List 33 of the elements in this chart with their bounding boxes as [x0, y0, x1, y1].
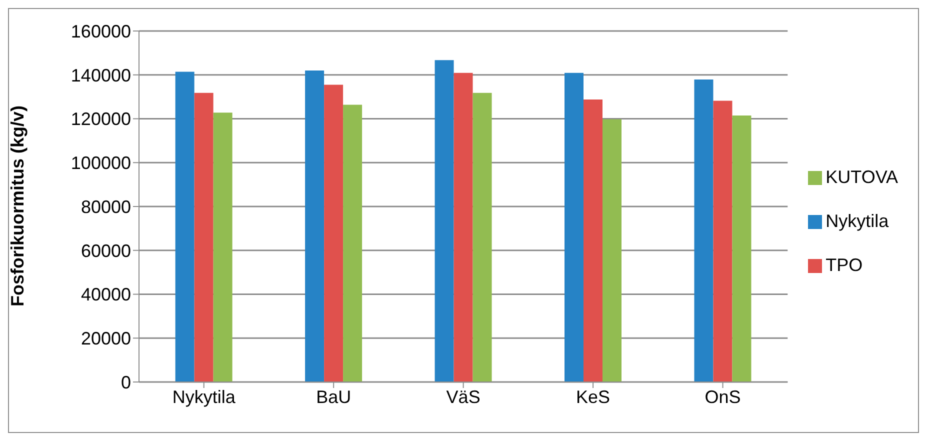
y-tick-label: 20000 — [80, 328, 131, 349]
y-tick-label: 80000 — [80, 196, 131, 217]
legend-label: TPO — [826, 254, 863, 274]
x-tick-label: OnS — [704, 386, 741, 407]
x-tick-label: VäS — [446, 386, 480, 407]
x-tick-label: KeS — [576, 386, 610, 407]
y-axis-title: Fosforikuormitus (kg/v) — [7, 105, 28, 306]
bar — [694, 79, 714, 382]
bar — [343, 104, 362, 382]
bar — [305, 70, 324, 382]
bar — [732, 115, 752, 382]
bar — [454, 72, 473, 382]
bar — [175, 72, 194, 382]
bar — [434, 60, 454, 382]
x-tick-label: Nykytila — [172, 386, 236, 407]
bar — [472, 92, 492, 382]
bar — [194, 92, 214, 382]
bar — [213, 112, 232, 382]
y-tick-label: 60000 — [80, 240, 131, 261]
y-tick-label: 160000 — [70, 21, 131, 42]
y-tick-label: 100000 — [70, 153, 131, 174]
bar — [602, 119, 622, 382]
y-tick-label: 40000 — [80, 284, 131, 305]
x-tick-label: BaU — [316, 386, 352, 407]
bar — [564, 72, 584, 382]
bar — [324, 84, 344, 382]
bar — [713, 100, 732, 382]
legend-label: KUTOVA — [826, 166, 898, 186]
bar — [584, 99, 603, 382]
y-tick-label: 0 — [120, 372, 131, 392]
y-tick-label: 120000 — [70, 109, 131, 130]
legend-label: Nykytila — [826, 210, 889, 230]
y-tick-label: 140000 — [70, 65, 131, 86]
